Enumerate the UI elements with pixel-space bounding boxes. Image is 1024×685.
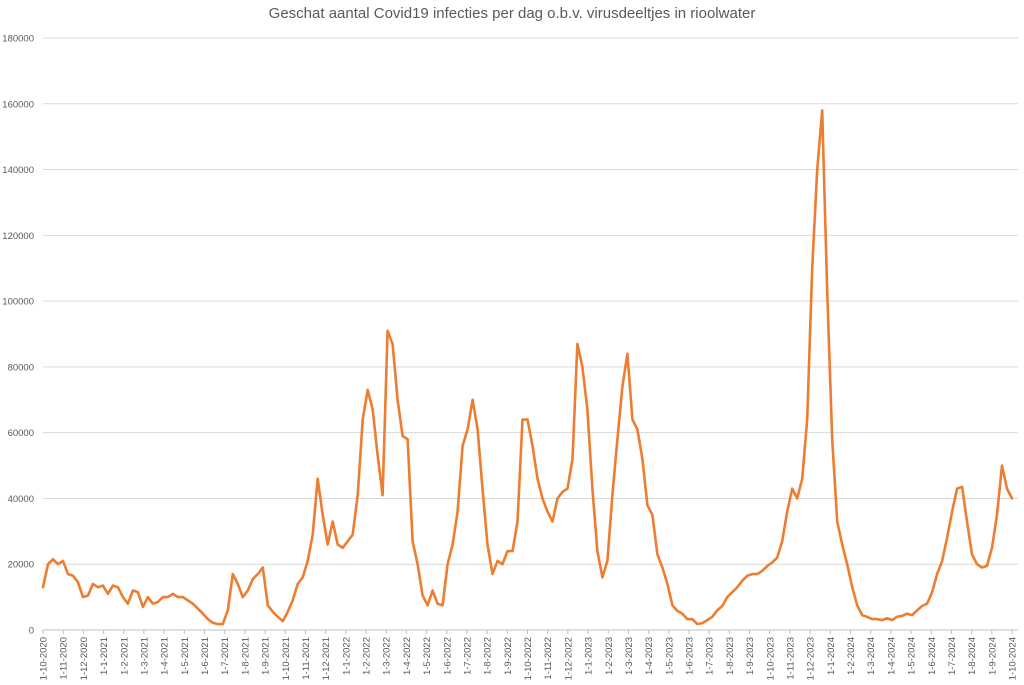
gridlines <box>43 37 1018 631</box>
y-tick-label: 120000 <box>2 231 34 242</box>
x-tick-label: 1-9-2021 <box>261 637 272 675</box>
series-line <box>41 109 1014 626</box>
y-tick-label: 40000 <box>8 494 34 505</box>
x-tick-label: 1-1-2024 <box>826 637 837 675</box>
y-tick-label: 140000 <box>2 165 34 176</box>
x-tick-label: 1-10-2022 <box>523 637 534 680</box>
y-tick-label: 80000 <box>8 362 34 373</box>
y-tick-label: 160000 <box>2 99 34 110</box>
y-axis-ticks: 0 20000 40000 60000 80000 100000 120000 140000 1… <box>2 34 34 637</box>
x-tick-label: 1-11-2023 <box>785 637 796 680</box>
x-tick-label: 1-4-2024 <box>886 637 897 675</box>
x-tick-label: 1-6-2021 <box>200 637 211 675</box>
x-tick-label: 1-5-2023 <box>664 637 675 675</box>
x-tick-label: 1-1-2023 <box>584 637 595 675</box>
x-tick-label: 1-8-2023 <box>725 637 736 675</box>
x-axis: 1-10-2020 1-11-2020 1-12-2020 1-1-2021 1-2-2… <box>39 630 1019 680</box>
x-tick-label: 1-1-2021 <box>99 637 110 675</box>
x-tick-label: 1-5-2022 <box>422 637 433 675</box>
x-tick-label: 1-7-2022 <box>462 637 473 675</box>
x-tick-label: 1-11-2021 <box>301 637 312 680</box>
x-tick-label: 1-10-2024 <box>1008 637 1019 680</box>
y-tick-label: 0 <box>29 626 34 637</box>
x-tick-label: 1-6-2022 <box>442 637 453 675</box>
y-tick-label: 60000 <box>8 428 34 439</box>
x-tick-label: 1-11-2020 <box>59 637 70 680</box>
x-tick-label: 1-9-2024 <box>987 637 998 675</box>
x-tick-label: 1-3-2024 <box>866 637 877 675</box>
x-tick-label: 1-4-2022 <box>402 637 413 675</box>
x-tick-label: 1-12-2021 <box>321 637 332 680</box>
x-tick-label: 1-2-2022 <box>362 637 373 675</box>
x-tick-label: 1-2-2023 <box>604 637 615 675</box>
x-tick-label: 1-4-2023 <box>644 637 655 675</box>
x-tick-label: 1-12-2022 <box>563 637 574 680</box>
x-tick-label: 1-8-2021 <box>240 637 251 675</box>
x-tick-label: 1-6-2023 <box>685 637 696 675</box>
x-tick-label: 1-5-2021 <box>180 637 191 675</box>
chart-title: Geschat aantal Covid19 infecties per dag… <box>268 5 756 22</box>
y-tick-label: 20000 <box>8 560 34 571</box>
x-tick-label: 1-10-2020 <box>39 637 50 680</box>
x-tick-label: 1-10-2021 <box>281 637 292 680</box>
x-tick-label: 1-3-2022 <box>382 637 393 675</box>
series-lines <box>41 109 1014 626</box>
x-tick-label: 1-7-2021 <box>220 637 231 675</box>
x-tick-label: 1-3-2023 <box>624 637 635 675</box>
x-tick-label: 1-2-2024 <box>846 637 857 675</box>
x-tick-label: 1-11-2022 <box>543 637 554 680</box>
x-tick-label: 1-4-2021 <box>160 637 171 675</box>
x-tick-label: 1-7-2023 <box>705 637 716 675</box>
x-tick-label: 1-5-2024 <box>907 637 918 675</box>
x-tick-label: 1-12-2020 <box>79 637 90 680</box>
y-tick-label: 100000 <box>2 297 34 308</box>
x-tick-label: 1-10-2023 <box>765 637 776 680</box>
x-tick-label: 1-9-2022 <box>503 637 514 675</box>
x-tick-label: 1-8-2024 <box>967 637 978 675</box>
x-tick-label: 1-7-2024 <box>947 637 958 675</box>
x-tick-label: 1-1-2022 <box>341 637 352 675</box>
y-tick-label: 180000 <box>2 34 34 45</box>
x-tick-label: 1-8-2022 <box>483 637 494 675</box>
x-tick-label: 1-12-2023 <box>806 637 817 680</box>
x-tick-label: 1-3-2021 <box>139 637 150 675</box>
x-tick-label: 1-2-2021 <box>119 637 130 675</box>
x-tick-label: 1-9-2023 <box>745 637 756 675</box>
x-tick-label: 1-6-2024 <box>927 637 938 675</box>
